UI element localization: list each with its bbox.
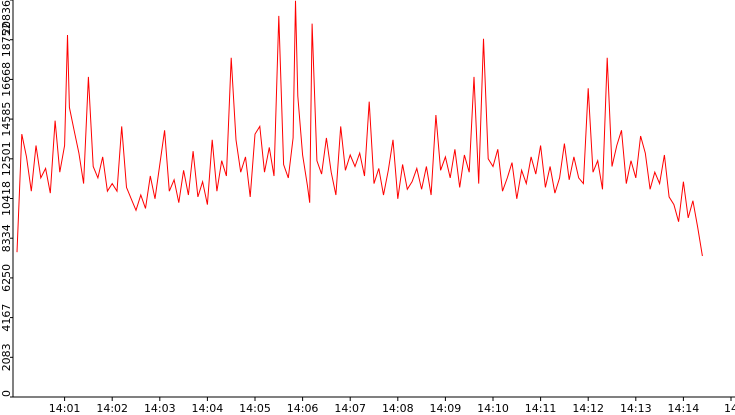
y-tick-label: 16668 [0, 62, 13, 97]
y-axis-ticks: 0 2083 4167 6250 8334 10418 12501 14585 16668 187… [0, 0, 13, 398]
x-tick-label: 14:08 [382, 402, 414, 415]
y-tick-label: 2083 [0, 343, 13, 371]
x-axis-ticks: 14:01 14:02 14:03 14:04 14:05 14:06 14:07 14:08… [49, 397, 735, 415]
x-tick-label: 14:04 [192, 402, 224, 415]
x-tick-label: 14:03 [144, 402, 176, 415]
y-tick-label: 6250 [0, 264, 13, 292]
x-tick-label: 14 [724, 402, 735, 415]
x-tick-label: 14:05 [239, 402, 271, 415]
x-tick-label: 14:11 [525, 402, 557, 415]
y-tick-label: 12501 [0, 141, 13, 176]
x-tick-label: 14:07 [334, 402, 366, 415]
y-tick-label: 4167 [0, 304, 13, 332]
series-line-0 [16, 0, 703, 257]
x-tick-label: 14:01 [49, 402, 81, 415]
series-group [16, 0, 703, 257]
x-tick-label: 14:10 [477, 402, 509, 415]
x-tick-label: 14:09 [430, 402, 462, 415]
x-tick-label: 14:14 [668, 402, 700, 415]
x-tick-label: 14:06 [287, 402, 319, 415]
y-tick-label: 0 [0, 390, 13, 397]
y-tick-label: 8334 [0, 224, 13, 252]
x-tick-label: 14:02 [96, 402, 128, 415]
y-tick-label: 20836 [0, 0, 13, 35]
y-tick-label: 18752 [0, 22, 13, 57]
y-tick-label: 10418 [0, 181, 13, 216]
x-tick-label: 14:13 [620, 402, 652, 415]
x-tick-label: 14:12 [572, 402, 604, 415]
y-tick-label: 14585 [0, 102, 13, 137]
